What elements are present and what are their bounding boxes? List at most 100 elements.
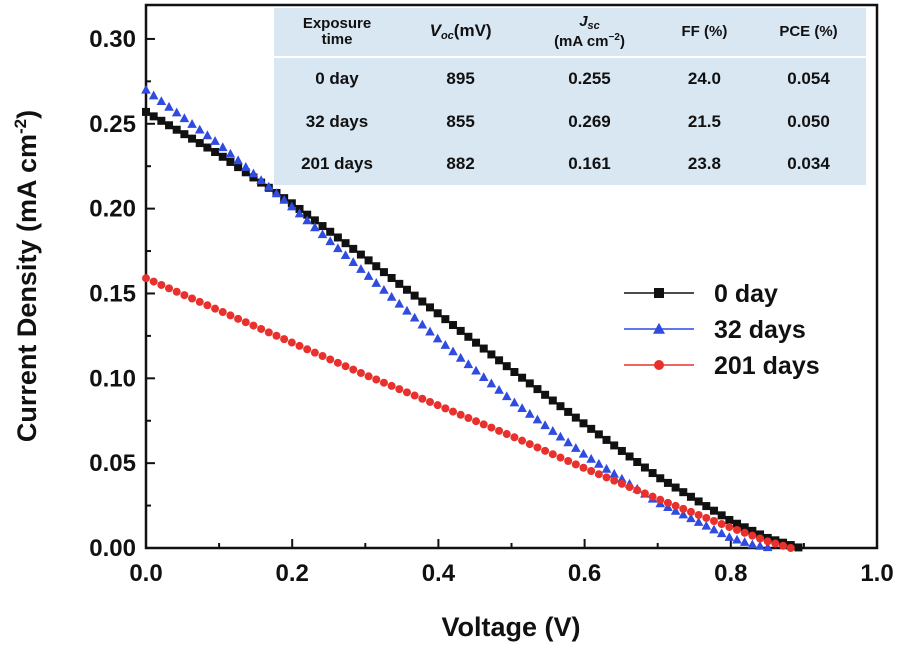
data-point [333,358,342,367]
data-point [763,537,772,546]
data-point [495,356,504,365]
data-point [555,431,566,441]
data-point [525,440,534,449]
header-jsc: Jsc (mA cm−2) [521,8,658,58]
data-point [533,385,542,394]
data-point [556,402,565,411]
header-exposure-line1: Exposure [302,14,372,32]
data-point [740,528,749,537]
data-point [188,134,197,143]
data-point [548,426,558,435]
data-point [464,413,473,422]
data-point [733,519,742,528]
data-point [294,208,305,218]
data-point [587,424,596,433]
axis-tick-labels: 0.0 0.2 0.4 0.6 0.8 1.0 0.00 0.05 0.10 0.15 0.20 0.… [89,26,893,587]
data-point [379,268,388,277]
data-point [541,446,550,455]
data-point [533,443,542,452]
data-point [563,437,573,447]
data-point [725,523,734,532]
data-point [518,373,527,382]
data-point [256,175,266,185]
data-point [187,119,197,128]
data-point [609,468,620,478]
legend-marker [653,322,665,334]
data-point [318,352,327,361]
series-32-days [141,84,773,552]
data-point [211,304,220,313]
data-point [364,256,373,265]
data-point [280,335,289,344]
legend-label: 201 days [714,352,820,380]
data-point [541,390,550,399]
data-point [379,378,388,387]
y-axis-title: Current Density (mA cm-2) [11,110,42,442]
data-point [180,291,189,300]
data-point [379,284,389,294]
data-point [456,326,465,335]
data-point [356,264,366,273]
data-point [587,466,596,475]
y-tick-label: 0.25 [89,111,136,138]
data-point [448,346,458,356]
data-point [157,280,166,289]
data-point [271,188,282,198]
data-point [248,168,259,178]
legend: 0 day 32 days 201 days [624,280,820,380]
data-point [786,544,795,552]
data-point [402,305,412,315]
data-point [548,450,557,459]
data-point [395,279,404,288]
x-tick-label: 0.2 [276,560,309,587]
cell-pce: 0.054 [787,69,830,89]
cell-pce: 0.034 [787,153,830,173]
header-voc-unit: (mV) [453,20,492,40]
data-point [794,543,803,552]
data-point [302,215,312,225]
data-point [326,227,335,236]
data-point [678,509,689,519]
data-point [717,520,726,529]
y-axis-title-main: Current Density (mA cm [12,134,42,442]
data-point [571,413,580,422]
data-point [433,309,442,318]
cell-ff: 23.8 [687,153,721,173]
data-point [234,314,243,323]
data-point [571,460,580,469]
data-point [179,113,190,123]
data-point [656,495,665,504]
data-point [510,433,519,442]
data-point [279,194,289,204]
data-point [625,483,634,492]
header-jsc-symbol: J [579,12,588,30]
series-layer [141,84,803,552]
data-point [471,365,481,375]
data-point [679,504,688,513]
data-point [264,328,273,337]
data-point [310,348,319,357]
y-tick-label: 0.00 [89,535,136,562]
data-point [356,250,365,259]
table-row: 32 days 855 0.269 21.5 0.050 [274,100,866,142]
data-point [532,414,543,424]
data-point [602,435,611,444]
data-point [756,530,765,539]
data-point [425,326,435,336]
data-point [349,365,358,374]
data-point [303,210,312,219]
table-row: 0 day 895 0.255 24.0 0.054 [274,57,866,100]
data-point [417,319,428,329]
data-point [425,397,434,406]
data-point [249,173,258,182]
cell-jsc: 0.161 [568,153,611,173]
data-point [748,531,757,540]
legend-label: 0 day [714,280,778,308]
y-tick-label: 0.05 [89,450,136,477]
data-point [556,453,565,462]
data-point [203,301,212,310]
data-point [333,243,343,253]
data-point [387,273,396,282]
cell-jsc: 0.269 [568,111,611,131]
